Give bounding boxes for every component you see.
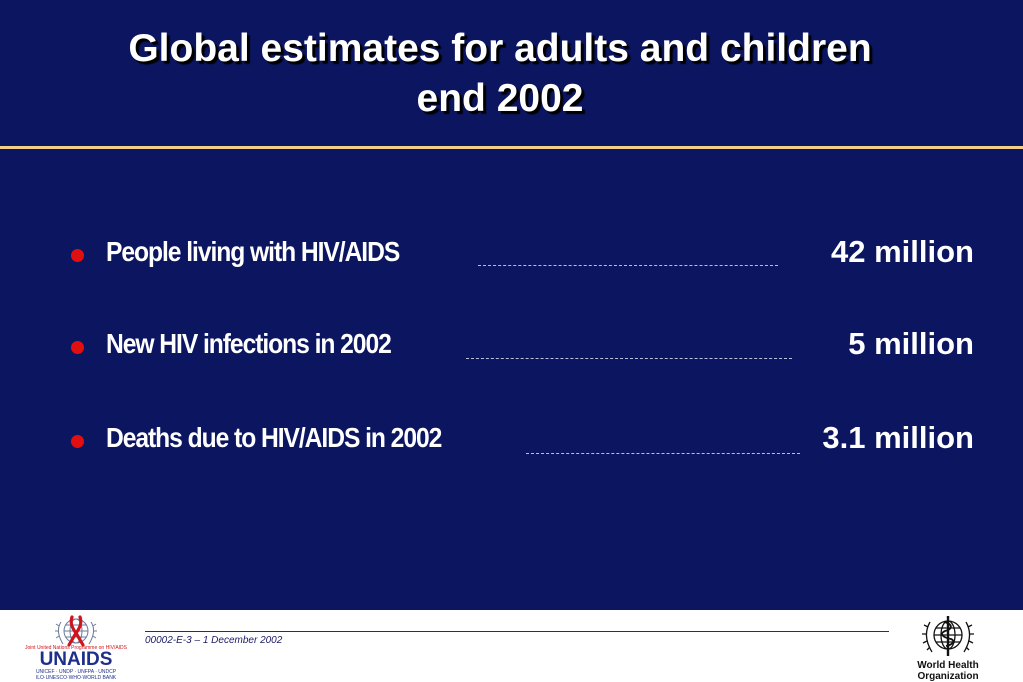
unaids-tagline: Joint United Nations Programme on HIV/AI…	[25, 645, 127, 651]
bullet-label: New HIV infections in 2002	[106, 328, 392, 359]
unaids-sponsors-1: UNICEF · UNDP · UNFPA · UNDCP	[35, 669, 117, 675]
bullet-dot-icon	[71, 435, 84, 448]
bullet-value: 3.1 million	[822, 420, 974, 455]
bullet-dot-icon	[71, 249, 84, 262]
bullet-value: 5 million	[848, 326, 974, 361]
bullet-label: People living with HIV/AIDS	[106, 236, 400, 267]
title-divider	[0, 146, 1023, 149]
dotted-leader	[478, 265, 778, 266]
dotted-leader	[526, 453, 800, 454]
slide-title-line-1: Global estimates for adults and children	[128, 27, 872, 70]
unaids-wordmark: UNAIDS	[39, 649, 113, 670]
slide-footer: Joint United Nations Programme on HIV/AI…	[0, 610, 1023, 682]
unaids-logo: Joint United Nations Programme on HIV/AI…	[25, 614, 127, 681]
slide-body: Global estimates for adults and children…	[0, 0, 1023, 610]
slide-title: Global estimates for adults and children…	[0, 24, 1000, 124]
who-name-line-1: World Health	[917, 660, 979, 671]
who-name-line-2: Organization	[917, 671, 979, 682]
footer-reference: 00002-E-3 – 1 December 2002	[145, 635, 283, 646]
bullet-value: 42 million	[831, 234, 974, 269]
who-emblem-icon	[922, 616, 974, 656]
who-logo: World Health Organization	[906, 610, 990, 682]
footer-divider	[145, 631, 889, 632]
slide-title-line-2: end 2002	[416, 77, 584, 120]
bullet-row: People living with HIV/AIDS 42 million	[0, 232, 1023, 276]
bullet-dot-icon	[71, 341, 84, 354]
dotted-leader	[466, 358, 792, 359]
who-name: World Health Organization	[906, 660, 990, 682]
bullet-row: New HIV infections in 2002 5 million	[0, 324, 1023, 368]
bullet-label: Deaths due to HIV/AIDS in 2002	[106, 422, 442, 453]
bullet-row: Deaths due to HIV/AIDS in 2002 3.1 milli…	[0, 418, 1023, 462]
unaids-sponsors-2: ILO·UNESCO·WHO·WORLD BANK	[35, 675, 117, 681]
un-emblem-icon	[55, 615, 97, 647]
